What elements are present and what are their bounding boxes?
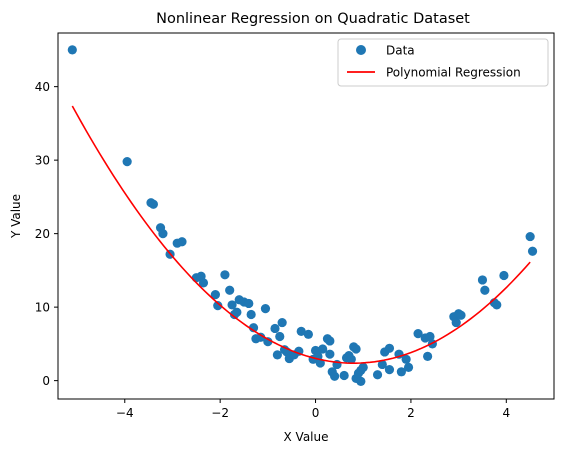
- data-point-84: [525, 231, 535, 242]
- data-point-69: [403, 362, 414, 372]
- data-point-72: [423, 351, 433, 361]
- data-point-62: [377, 359, 387, 370]
- data-point-59: [356, 376, 366, 386]
- y-tick-label: 30: [35, 154, 50, 168]
- data-point-28: [270, 323, 280, 334]
- data-point-12: [210, 290, 220, 300]
- x-tick-label: −2: [211, 406, 229, 420]
- data-point-21: [244, 298, 254, 309]
- data-point-73: [425, 331, 435, 342]
- data-point-25: [256, 332, 266, 342]
- data-point-68: [401, 354, 411, 364]
- y-axis: 0 10 20 30 40: [35, 80, 58, 388]
- legend-frame: [337, 38, 549, 87]
- chart-title: Nonlinear Regression on Quadratic Datase…: [156, 11, 470, 27]
- y-axis-label: Y Value: [9, 194, 23, 239]
- y-tick-label: 20: [35, 227, 50, 241]
- axes-frame: [57, 32, 555, 400]
- data-point-53: [346, 354, 356, 364]
- x-tick-label: −4: [116, 406, 134, 420]
- data-point-46: [325, 349, 335, 359]
- data-point-64: [384, 343, 395, 353]
- data-point-55: [351, 344, 361, 354]
- data-point-37: [296, 326, 306, 336]
- x-axis-label: X Value: [284, 430, 329, 444]
- data-point-16: [227, 300, 237, 310]
- regression-curve: [71, 105, 531, 364]
- data-point-82: [492, 300, 502, 310]
- data-point-61: [372, 370, 383, 380]
- x-tick-label: 4: [502, 406, 510, 420]
- data-point-43: [318, 344, 328, 354]
- data-point-38: [303, 329, 313, 339]
- data-point-18: [232, 307, 242, 317]
- data-point-50: [339, 370, 349, 381]
- y-tick-label: 10: [35, 301, 50, 315]
- data-point-1: [122, 157, 132, 167]
- data-point-85: [527, 246, 538, 256]
- data-point-15: [225, 285, 235, 295]
- data-point-80: [480, 285, 490, 295]
- legend-data-marker: [356, 45, 366, 55]
- data-point-26: [260, 304, 271, 314]
- data-point-31: [277, 317, 287, 328]
- data-point-30: [275, 331, 285, 342]
- data-point-76: [451, 317, 461, 328]
- data-point-22: [246, 309, 256, 320]
- data-point-45: [325, 336, 335, 346]
- legend-data-label: Data: [386, 44, 415, 58]
- data-point-11: [198, 278, 209, 288]
- data-point-13: [213, 301, 223, 311]
- data-point-14: [220, 270, 230, 280]
- legend-curve-label: Polynomial Regression: [386, 66, 521, 80]
- y-tick-label: 40: [35, 80, 50, 94]
- data-point-79: [477, 275, 488, 285]
- data-point-67: [396, 367, 406, 377]
- data-point-83: [499, 270, 509, 281]
- data-point-23: [248, 323, 259, 333]
- data-point-60: [358, 362, 368, 372]
- x-tick-label: 2: [407, 406, 415, 420]
- data-point-0: [67, 45, 77, 55]
- data-point-8: [177, 237, 187, 247]
- legend: Data Polynomial Regression: [337, 38, 549, 87]
- data-point-70: [413, 328, 423, 339]
- x-axis: −4 −2 0 2 4: [116, 399, 510, 420]
- data-point-78: [456, 310, 466, 320]
- plot-area: [67, 45, 538, 386]
- y-tick-label: 0: [42, 374, 50, 388]
- data-point-5: [158, 229, 168, 239]
- x-tick-label: 0: [312, 406, 320, 420]
- data-point-3: [148, 199, 158, 209]
- data-point-48: [330, 371, 340, 381]
- data-point-27: [263, 337, 273, 347]
- data-point-65: [384, 365, 395, 375]
- data-point-29: [272, 350, 282, 360]
